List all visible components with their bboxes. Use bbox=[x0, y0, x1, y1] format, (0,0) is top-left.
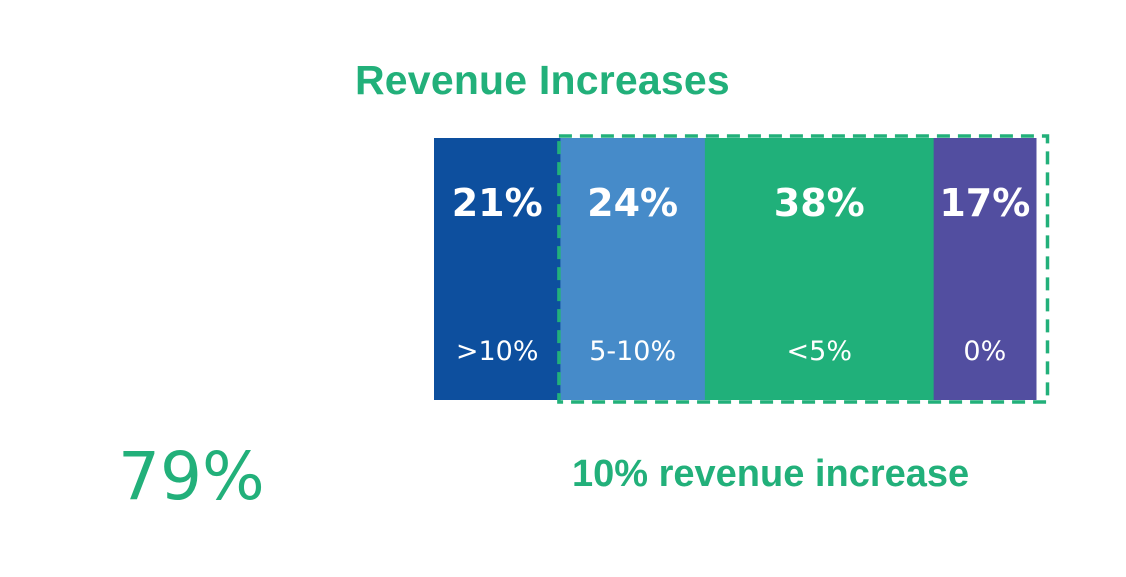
category-label-4: 0% bbox=[963, 336, 1006, 367]
value-label-2: 24% bbox=[587, 181, 678, 225]
bar-labels: 21% >10% 24% 5-10% 38% <5% 17% 0% bbox=[452, 181, 1031, 367]
bar-segments bbox=[434, 138, 1037, 400]
bar-segment-4 bbox=[933, 138, 1037, 400]
category-label-2: 5-10% bbox=[589, 336, 676, 367]
highlight-label: 10% revenue increase bbox=[572, 453, 970, 495]
value-label-4: 17% bbox=[939, 181, 1030, 225]
category-label-3: <5% bbox=[787, 336, 852, 367]
value-label-3: 38% bbox=[774, 181, 865, 225]
bar-segment-3 bbox=[704, 138, 935, 400]
category-label-1: >10% bbox=[456, 336, 539, 367]
value-label-1: 21% bbox=[452, 181, 543, 225]
bar-segment-1 bbox=[434, 138, 561, 400]
bar-segment-2 bbox=[560, 138, 706, 400]
chart-title: Revenue Increases bbox=[355, 57, 730, 103]
highlight-dashed-outline bbox=[557, 134, 1050, 404]
summary-stat: 79% bbox=[118, 438, 265, 515]
